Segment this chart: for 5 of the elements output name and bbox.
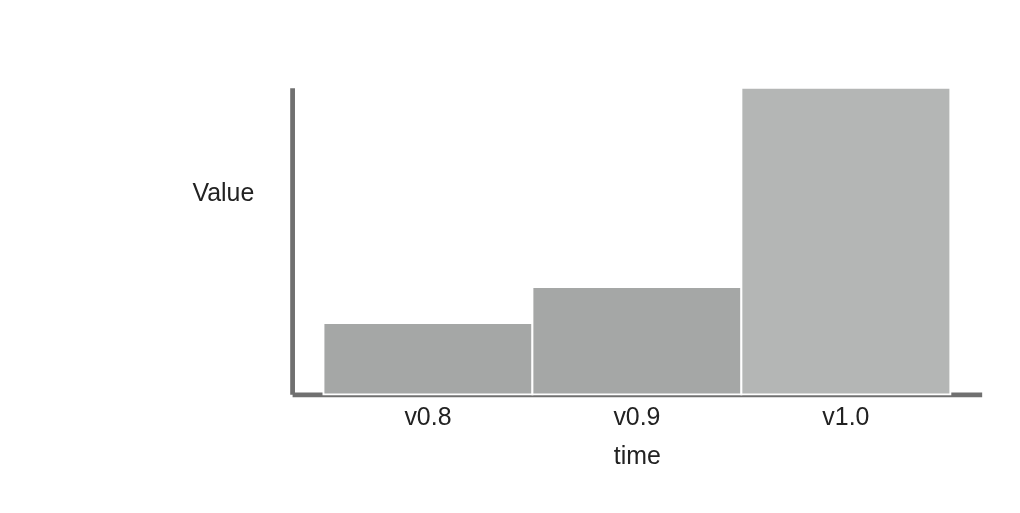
x-tick-label: v1.0 [822,401,870,430]
y-axis-title: Value [192,178,255,207]
x-axis-title: time [613,440,661,469]
x-tick-label: v0.9 [613,401,661,430]
x-tick-label: v0.8 [404,401,452,430]
